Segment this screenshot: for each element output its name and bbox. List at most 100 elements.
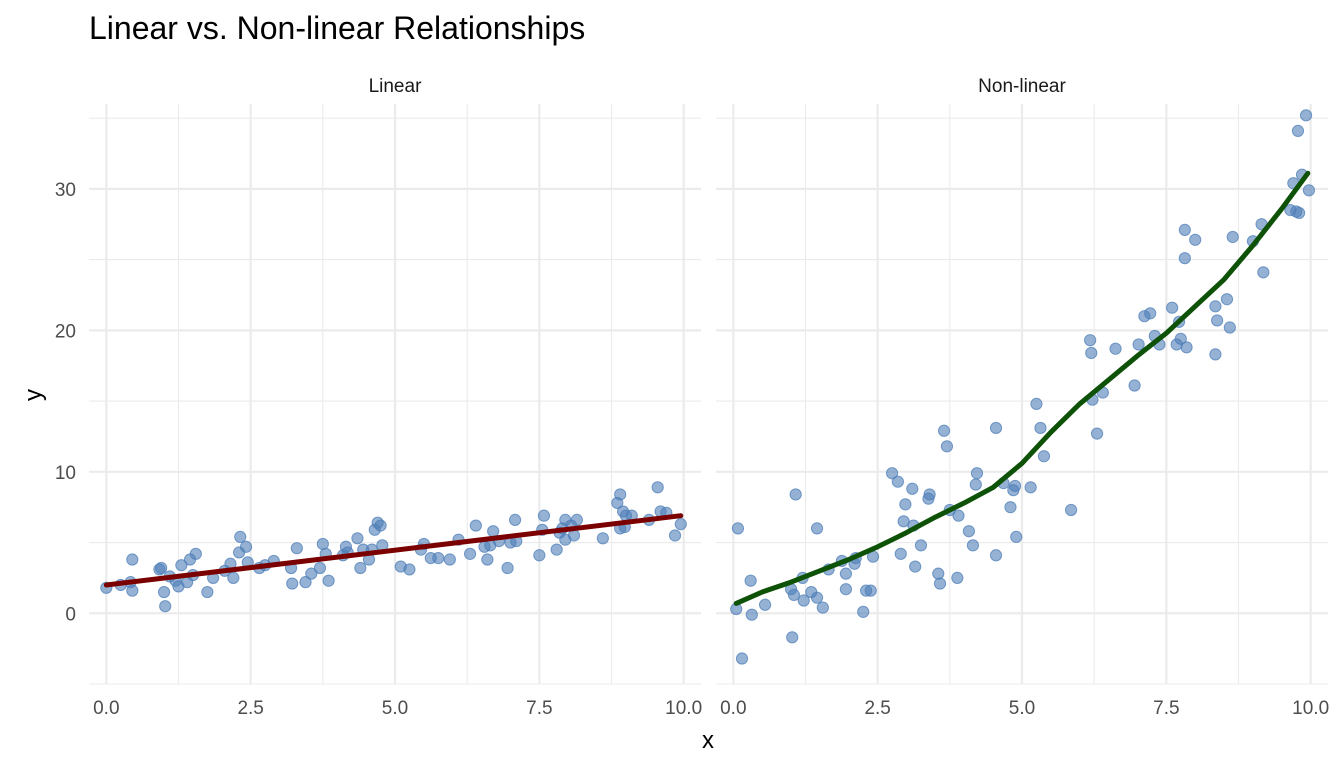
data-point: [286, 577, 299, 590]
y-tick-label: 0: [65, 604, 76, 625]
data-point: [789, 488, 802, 501]
data-point: [839, 567, 853, 580]
data-point: [487, 525, 500, 538]
data-point: [969, 478, 982, 491]
data-point: [989, 421, 1003, 435]
data-point: [1223, 321, 1236, 334]
data-point: [1257, 266, 1270, 279]
x-axis-ticks: 0.0 2.5 5.0 7.5 10.0 0.0 2.5 5.0 7.5 10.0: [93, 698, 1329, 719]
data-point: [234, 530, 247, 543]
data-point: [290, 542, 303, 555]
data-point: [970, 467, 984, 480]
panel-linear: Linear: [89, 76, 701, 685]
x-tick-label: 0.0: [93, 698, 119, 719]
x-tick-label: 5.0: [1009, 698, 1035, 719]
data-point: [937, 424, 951, 437]
data-point: [966, 539, 980, 552]
x-tick-label: 5.0: [382, 698, 408, 719]
data-point: [952, 509, 965, 522]
data-point: [201, 585, 214, 599]
data-point: [885, 467, 899, 480]
data-point: [175, 559, 188, 572]
data-point: [989, 549, 1003, 562]
data-point: [432, 551, 445, 565]
data-point: [1144, 307, 1157, 320]
data-point: [1128, 379, 1141, 392]
data-point: [1211, 314, 1224, 327]
points: [100, 481, 687, 613]
data-point: [786, 631, 799, 644]
data-point: [1174, 332, 1187, 345]
data-point: [906, 482, 919, 495]
y-axis-ticks: 0 10 20 30: [55, 180, 76, 625]
data-point: [614, 488, 627, 501]
y-tick-label: 30: [55, 180, 76, 201]
data-point: [1180, 341, 1193, 354]
points: [730, 109, 1316, 665]
data-point: [1220, 293, 1234, 306]
fit-line: [733, 170, 1311, 606]
data-point: [1178, 252, 1191, 265]
data-point: [1085, 346, 1098, 360]
data-point: [1109, 342, 1122, 355]
panel-non-linear: Non-linear: [716, 76, 1328, 685]
data-point: [227, 571, 240, 585]
panels: Linear Non-linear: [89, 76, 1328, 685]
data-point: [126, 553, 139, 566]
x-tick-label: 2.5: [864, 698, 890, 719]
chart-title: Linear vs. Non-linear Relationships: [89, 10, 585, 46]
data-point: [891, 475, 904, 488]
data-point: [1226, 230, 1239, 244]
data-point: [674, 518, 687, 531]
data-point: [1004, 501, 1017, 514]
x-tick-label: 0.0: [720, 698, 746, 719]
data-point: [651, 481, 664, 494]
data-point: [1189, 233, 1202, 246]
x-axis-title: x: [702, 727, 714, 754]
gridlines: [716, 104, 1328, 685]
y-tick-label: 10: [55, 463, 76, 484]
data-point: [1090, 427, 1104, 440]
data-point: [305, 567, 318, 580]
y-axis-title: y: [20, 389, 47, 401]
data-point: [1209, 348, 1222, 361]
data-point: [951, 571, 964, 585]
data-point: [731, 522, 745, 535]
data-point: [550, 543, 563, 556]
data-point: [932, 567, 945, 580]
data-point: [1034, 421, 1047, 435]
data-point: [533, 549, 546, 562]
data-point: [481, 553, 494, 566]
data-point: [508, 513, 522, 527]
panel-strip-label: Non-linear: [978, 76, 1066, 97]
data-point: [899, 498, 912, 511]
data-point: [744, 574, 757, 587]
data-point: [914, 539, 928, 552]
data-point: [1084, 334, 1097, 347]
data-point: [1030, 397, 1043, 411]
data-point: [1302, 184, 1316, 197]
data-point: [909, 560, 922, 573]
y-tick-label: 20: [55, 321, 76, 342]
data-point: [155, 561, 168, 575]
x-tick-label: 10.0: [665, 698, 702, 719]
data-point: [1037, 450, 1051, 463]
data-point: [403, 563, 416, 576]
x-tick-label: 2.5: [237, 698, 263, 719]
data-point: [933, 577, 947, 590]
data-point: [894, 547, 907, 560]
data-point: [864, 584, 877, 597]
data-point: [570, 513, 583, 527]
x-tick-label: 7.5: [526, 698, 552, 719]
data-point: [1291, 124, 1305, 137]
data-point: [745, 608, 758, 621]
fit-line: [103, 513, 684, 588]
data-point: [469, 519, 482, 532]
data-point: [962, 525, 975, 538]
data-point: [537, 509, 551, 522]
data-point: [735, 652, 749, 665]
x-tick-label: 7.5: [1153, 698, 1179, 719]
data-point: [1008, 479, 1022, 493]
data-point: [758, 598, 772, 611]
